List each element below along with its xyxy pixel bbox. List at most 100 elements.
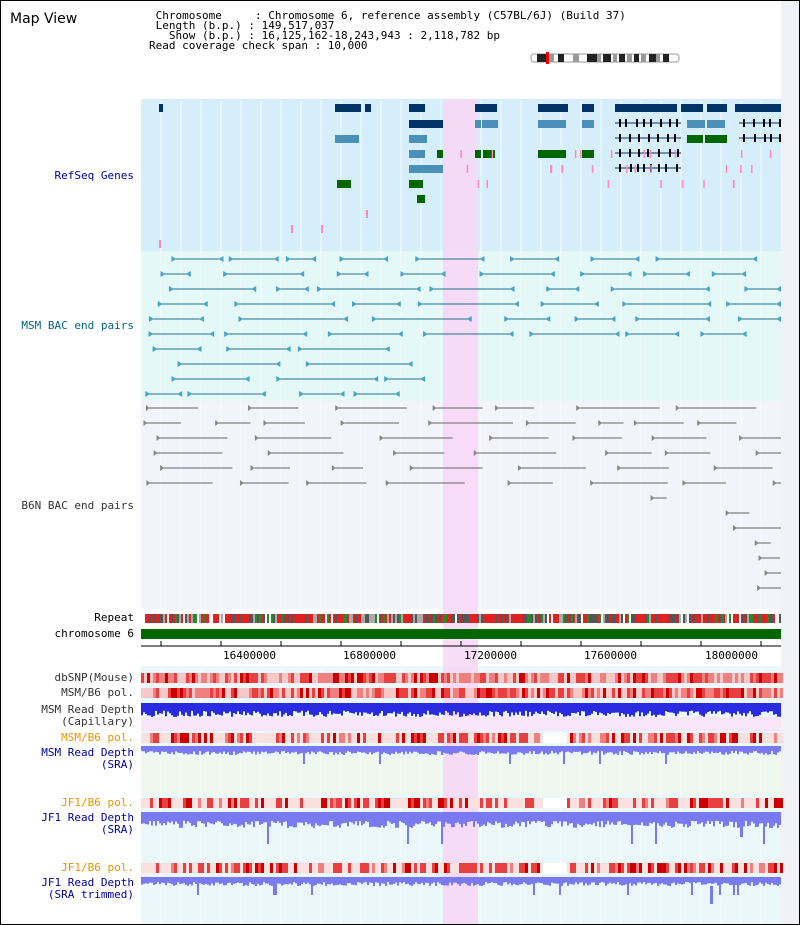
msm-read-depth-sra (731, 746, 733, 752)
msm-read-depth-sra (723, 746, 725, 755)
jf1-read-depth-trimmed (293, 877, 295, 883)
jf1-b6-polymorphism-trimmed (285, 863, 288, 873)
msm-read-depth-sra (155, 746, 157, 752)
msm-read-depth-capillary (443, 703, 445, 715)
msm-read-depth-sra (673, 746, 675, 753)
jf1-read-depth-sra (405, 812, 407, 826)
jf1-b6-polymorphism (720, 798, 723, 808)
msm-b6-polymorphism-sra (432, 733, 435, 743)
jf1-read-depth-sra (249, 812, 251, 825)
repeat-element (501, 614, 503, 623)
msm-read-depth-sra (571, 746, 573, 754)
jf1-b6-polymorphism (711, 798, 714, 808)
jf1-read-depth-sra (207, 812, 209, 823)
msm-b6-polymorphism (582, 688, 585, 698)
jf1-read-depth-sra (215, 812, 217, 823)
jf1-b6-polymorphism (594, 798, 597, 808)
jf1-read-depth-sra (145, 812, 147, 825)
msm-b6-polymorphism (267, 688, 270, 698)
msm-b6-polymorphism-sra (207, 733, 210, 743)
track-label-msm-bac[interactable]: MSM BAC end pairs (21, 319, 134, 332)
refseq-exon (650, 119, 652, 127)
jf1-read-depth-sra (329, 812, 331, 822)
jf1-b6-polymorphism (450, 798, 453, 808)
msm-read-depth-sra (551, 746, 553, 751)
jf1-read-depth-trimmed (595, 877, 597, 885)
jf1-read-depth-sra (637, 812, 639, 825)
msm-read-depth-sra (501, 746, 503, 754)
jf1-read-depth-trimmed (465, 877, 467, 884)
msm-read-depth-capillary (645, 703, 647, 716)
jf1-b6-polymorphism (717, 798, 720, 808)
dbsnp-density (591, 673, 594, 683)
jf1-b6-polymorphism-trimmed (171, 863, 174, 873)
dbsnp-density (696, 673, 699, 683)
jf1-read-depth-trimmed (443, 877, 445, 886)
jf1-b6-polymorphism (651, 798, 654, 808)
dbsnp-density (444, 673, 447, 683)
msm-b6-polymorphism-sra (567, 733, 570, 743)
repeat-element (615, 614, 617, 623)
jf1-read-depth-trimmed (709, 877, 711, 884)
refseq-pseudo-marker (460, 150, 462, 158)
msm-read-depth-sra (333, 746, 335, 755)
msm-b6-polymorphism (351, 688, 354, 698)
jf1-read-depth-trimmed (155, 877, 157, 885)
msm-b6-polymorphism-sra (168, 733, 171, 743)
jf1-read-depth-trimmed (367, 877, 369, 886)
jf1-b6-polymorphism (261, 798, 264, 808)
jf1-read-depth-sra (533, 812, 535, 822)
msm-b6-polymorphism (708, 688, 711, 698)
msm-read-depth-capillary (461, 703, 463, 717)
dbsnp-density (312, 673, 315, 683)
jf1-b6-polymorphism (216, 798, 219, 808)
jf1-read-depth-trimmed (701, 877, 703, 885)
jf1-read-depth-trimmed (755, 877, 757, 886)
jf1-b6-polymorphism-trimmed (300, 863, 303, 873)
jf1-read-depth-sra (273, 812, 275, 823)
jf1-b6-polymorphism (663, 798, 666, 808)
repeat-element (223, 614, 225, 623)
jf1-b6-polymorphism (471, 798, 474, 808)
msm-b6-polymorphism (444, 688, 447, 698)
repeat-element (225, 614, 227, 623)
msm-b6-polymorphism-sra (198, 733, 201, 743)
msm-read-depth-capillary (233, 703, 235, 714)
msm-read-depth-capillary (361, 703, 363, 716)
msm-read-depth-sra (761, 746, 763, 753)
jf1-read-depth-sra (229, 812, 231, 824)
ideogram-band (627, 54, 632, 62)
jf1-b6-polymorphism (195, 798, 198, 808)
jf1-read-depth-trimmed (627, 877, 629, 895)
jf1-read-depth-sra (375, 812, 377, 827)
jf1-b6-polymorphism-trimmed (345, 863, 348, 873)
msm-read-depth-sra (573, 746, 575, 752)
jf1-read-depth-sra (755, 812, 757, 828)
jf1-b6-polymorphism-trimmed (324, 863, 327, 873)
dbsnp-density (198, 673, 201, 683)
jf1-b6-polymorphism-trimmed (468, 863, 471, 873)
msm-read-depth-sra (169, 746, 171, 754)
refseq-exon (676, 119, 678, 127)
jf1-read-depth-trimmed (277, 877, 279, 884)
jf1-read-depth-trimmed (329, 877, 331, 885)
jf1-read-depth-sra (355, 812, 357, 822)
jf1-b6-polymorphism-trimmed (768, 863, 771, 873)
track-label-b6n-bac[interactable]: B6N BAC end pairs (21, 499, 134, 512)
msm-read-depth-sra (575, 746, 577, 752)
msm-b6-polymorphism (333, 688, 336, 698)
jf1-read-depth-sra (263, 812, 265, 823)
msm-b6-polymorphism-sra (309, 733, 312, 743)
repeat-element (573, 614, 575, 623)
msm-read-depth-sra (561, 746, 563, 752)
jf1-read-depth-trimmed (513, 877, 515, 884)
jf1-read-depth-trimmed (149, 877, 151, 883)
msm-b6-polymorphism-sra (729, 733, 732, 743)
msm-b6-polymorphism-sra (300, 733, 303, 743)
track-label-refseq[interactable]: RefSeq Genes (54, 169, 134, 182)
msm-read-depth-sra (299, 746, 301, 754)
repeat-element (395, 614, 397, 623)
refseq-gene (582, 150, 594, 158)
msm-read-depth-capillary (669, 703, 671, 713)
